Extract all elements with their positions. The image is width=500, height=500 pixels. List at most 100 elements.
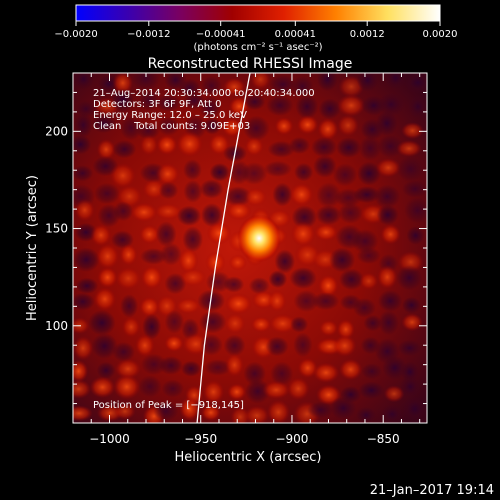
image-texture	[135, 334, 155, 357]
image-texture	[295, 94, 319, 120]
peak-position-label: Position of Peak = [−918,145]	[93, 400, 244, 411]
image-texture	[290, 316, 309, 333]
image-texture	[176, 205, 202, 226]
image-texture	[142, 178, 166, 200]
image-texture	[312, 292, 340, 311]
image-texture	[155, 94, 182, 112]
image-texture	[223, 334, 246, 357]
image-texture	[287, 377, 310, 401]
image-texture	[74, 112, 93, 138]
image-texture	[356, 73, 379, 92]
image-texture	[375, 158, 401, 178]
image-texture	[223, 276, 245, 293]
image-texture	[363, 314, 383, 332]
image-texture	[312, 362, 340, 383]
image-texture	[138, 90, 160, 111]
image-texture	[93, 287, 117, 311]
image-texture	[361, 363, 383, 380]
colorbar-tick-label: −0.0012	[127, 29, 170, 40]
x-tick-label: −1000	[89, 432, 130, 446]
image-texture	[288, 136, 311, 155]
image-texture	[356, 247, 381, 265]
image-texture	[311, 136, 338, 158]
image-texture	[243, 187, 268, 207]
colorbar	[75, 4, 441, 22]
image-texture	[164, 334, 184, 352]
image-texture	[381, 404, 404, 423]
image-texture	[73, 134, 92, 155]
image-texture	[353, 186, 381, 204]
image-texture	[228, 254, 247, 271]
image-texture	[119, 243, 138, 266]
image-texture	[73, 317, 90, 334]
x-tick-label: −950	[184, 432, 217, 446]
flare-source	[237, 214, 282, 263]
image-texture	[139, 134, 158, 156]
image-texture	[268, 313, 297, 334]
image-texture	[336, 319, 355, 340]
image-texture	[270, 361, 294, 386]
image-texture	[402, 180, 427, 198]
image-texture	[294, 162, 314, 182]
image-texture	[112, 140, 137, 159]
footer-timestamp: 21–Jan–2017 19:14	[370, 483, 494, 498]
y-tick-label: 200	[45, 124, 68, 138]
y-tick-label: 100	[45, 319, 68, 333]
image-texture	[318, 274, 339, 297]
image-texture	[154, 203, 183, 220]
image-texture	[248, 277, 270, 295]
image-texture	[319, 319, 339, 337]
x-axis-label: Heliocentric X (arcsec)	[175, 450, 322, 465]
image-texture	[245, 378, 271, 404]
image-texture	[408, 95, 427, 118]
image-texture	[401, 122, 424, 140]
image-texture	[206, 221, 232, 245]
image-texture	[114, 403, 136, 420]
image-texture	[120, 115, 143, 141]
image-texture	[158, 181, 179, 200]
image-texture	[330, 396, 357, 420]
image-texture	[317, 118, 339, 141]
image-texture	[179, 397, 200, 421]
image-texture	[377, 265, 398, 289]
image-texture	[113, 201, 134, 222]
image-texture	[221, 117, 243, 138]
image-texture	[291, 76, 314, 97]
image-texture	[383, 385, 405, 403]
image-texture	[377, 289, 403, 313]
image-texture	[357, 161, 381, 186]
colorbar-tick-label: −0.0020	[54, 29, 97, 40]
image-texture	[160, 242, 182, 266]
image-texture	[336, 137, 362, 158]
image-texture	[358, 135, 382, 161]
image-texture	[404, 197, 427, 224]
image-texture	[138, 375, 162, 398]
image-texture	[223, 77, 246, 97]
x-tick-label: −900	[275, 432, 308, 446]
image-texture	[93, 182, 121, 205]
image-texture	[182, 226, 204, 253]
info-line-2: Detectors: 3F 6F 9F, Att 0	[93, 99, 221, 110]
image-texture	[337, 202, 363, 224]
image-texture	[114, 358, 141, 379]
image-texture	[73, 292, 95, 311]
image-texture	[396, 156, 425, 182]
image-texture	[109, 163, 136, 189]
image-texture	[318, 98, 341, 120]
image-texture	[375, 110, 398, 137]
image-texture	[88, 309, 116, 336]
image-texture	[209, 163, 231, 182]
image-texture	[73, 165, 94, 182]
image-texture	[200, 404, 221, 422]
image-texture	[115, 267, 142, 290]
image-texture	[332, 163, 358, 187]
image-texture	[120, 294, 139, 318]
image-texture	[139, 296, 160, 318]
image-texture	[202, 380, 225, 404]
image-texture	[91, 333, 118, 359]
image-texture	[263, 160, 292, 178]
image-texture	[227, 383, 247, 401]
image-texture	[339, 358, 363, 381]
image-texture	[337, 94, 366, 117]
image-texture	[179, 268, 207, 287]
